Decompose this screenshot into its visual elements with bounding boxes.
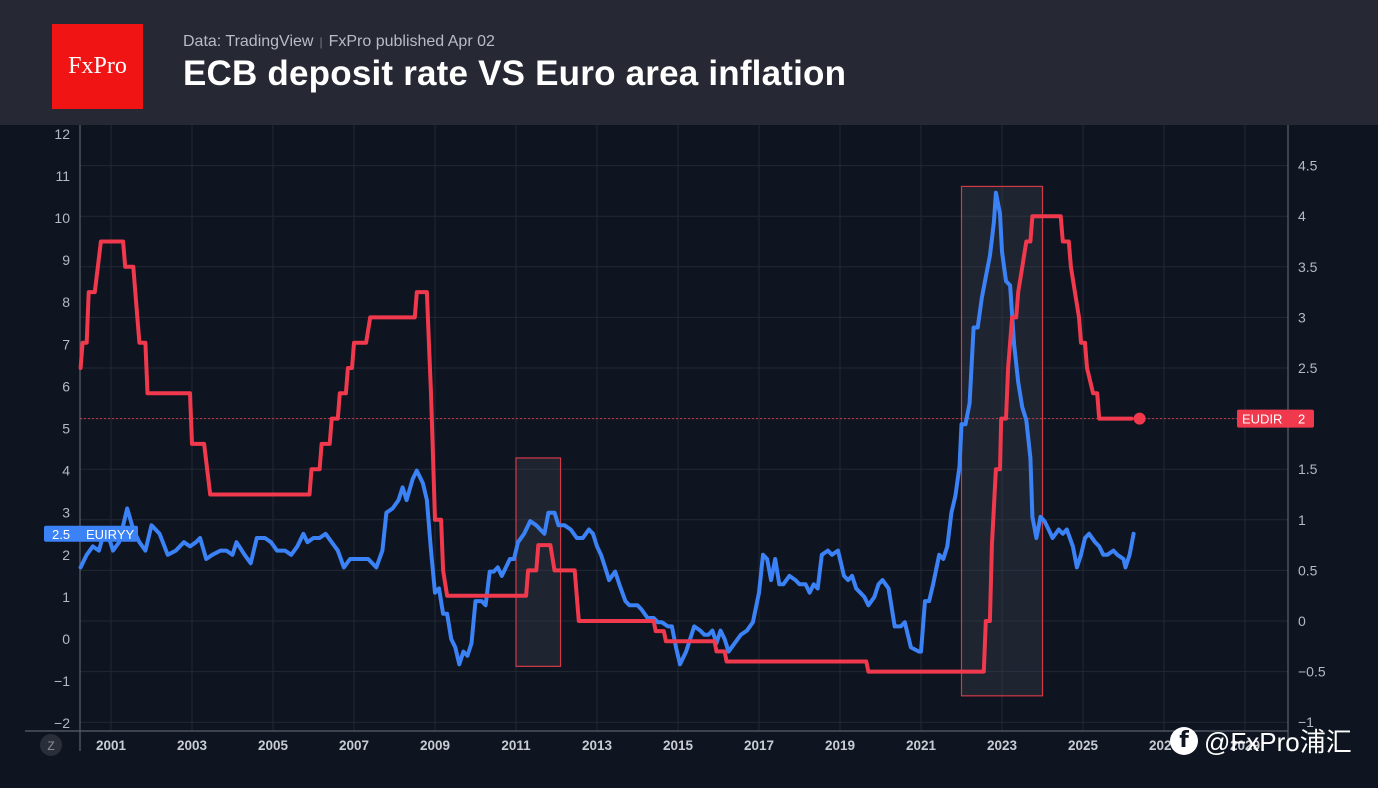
axes <box>25 125 1289 751</box>
subtitle: Data: TradingView | FxPro published Apr 02 <box>183 33 495 51</box>
x-tick-label: 2019 <box>825 738 855 753</box>
x-tick-label: 2021 <box>906 738 937 753</box>
right-tick-label: 1 <box>1298 512 1306 528</box>
right-tick-label: 4 <box>1298 208 1306 224</box>
x-tick-label: 2015 <box>663 738 694 753</box>
right-tick-label: 4.5 <box>1298 158 1318 174</box>
right-tick-label: 2.5 <box>1298 360 1318 376</box>
separator: | <box>319 35 323 49</box>
data-source: Data: TradingView <box>183 33 314 50</box>
x-tick-label: 2001 <box>96 738 127 753</box>
x-tick-label: 2003 <box>177 738 208 753</box>
series-line-euiryy <box>78 190 1136 667</box>
x-tick-label: 2005 <box>258 738 289 753</box>
left-tick-label: 7 <box>62 336 70 352</box>
x-tick-label: 2025 <box>1068 738 1099 753</box>
zoom-reset-button[interactable] <box>40 734 62 756</box>
right-tick-label: 0.5 <box>1298 562 1318 578</box>
chart-area: −2−10123456789101112−1−0.500.511.522.533… <box>25 125 1326 756</box>
zoom-reset-label: Z <box>47 739 54 753</box>
header: FxPro Data: TradingView | FxPro published … <box>0 0 1378 125</box>
left-tick-label: 2 <box>62 547 70 563</box>
eudir-tag <box>1237 409 1314 428</box>
x-tick-label: 2017 <box>744 738 774 753</box>
left-tick-label: 10 <box>54 210 70 226</box>
eudir-last-point <box>1133 412 1146 425</box>
x-tick-label: 2029 <box>1230 738 1260 753</box>
euiryy-tag <box>44 525 138 542</box>
right-tick-label: −1 <box>1298 714 1314 730</box>
euiryy-tag-value: 2.5 <box>52 527 70 542</box>
left-tick-label: 9 <box>62 252 70 268</box>
euiryy-tag-name: EUIRYY <box>86 527 134 542</box>
right-tick-label: 1.5 <box>1298 461 1318 477</box>
left-tick-label: 8 <box>62 294 70 310</box>
left-tick-label: 3 <box>62 505 70 521</box>
left-tick-label: 12 <box>54 126 70 142</box>
left-tick-label: −1 <box>54 673 70 689</box>
axis-labels: −2−10123456789101112−1−0.500.511.522.533… <box>40 126 1326 756</box>
facebook-icon: f <box>1170 726 1198 755</box>
right-tick-label: −0.5 <box>1298 664 1326 680</box>
right-tick-label: 0 <box>1298 613 1306 629</box>
series-lines <box>78 190 1240 674</box>
watermark-text: @FxPro浦汇 <box>1204 727 1352 757</box>
series-line-eudir <box>78 214 1134 674</box>
chart-title: ECB deposit rate VS Euro area inflation <box>183 54 847 93</box>
x-tick-label: 2007 <box>339 738 369 753</box>
left-tick-label: 5 <box>62 421 70 437</box>
x-tick-label: 2013 <box>582 738 613 753</box>
right-tick-label: 3.5 <box>1298 259 1318 275</box>
left-tick-label: −2 <box>54 715 70 731</box>
left-tick-label: 4 <box>62 463 70 479</box>
fxpro-logo: FxPro <box>52 24 143 109</box>
watermark: f @FxPro浦汇 <box>1170 722 1352 759</box>
left-tick-label: 11 <box>55 168 70 184</box>
x-tick-label: 2023 <box>987 738 1018 753</box>
publisher: FxPro published Apr 02 <box>328 33 495 50</box>
right-tick-label: 3 <box>1298 309 1306 325</box>
logo-text: FxPro <box>68 53 127 79</box>
x-tick-label: 2011 <box>501 738 531 753</box>
left-tick-label: 1 <box>62 589 70 605</box>
left-tick-label: 0 <box>62 631 70 647</box>
eudir-tag-name: EUDIR <box>1242 412 1282 427</box>
value-tags: 2.5 EUIRYY EUDIR 2 <box>44 409 1314 542</box>
eudir-tag-value: 2 <box>1298 412 1305 427</box>
x-tick-label: 2009 <box>420 738 450 753</box>
left-tick-label: 6 <box>62 378 70 394</box>
